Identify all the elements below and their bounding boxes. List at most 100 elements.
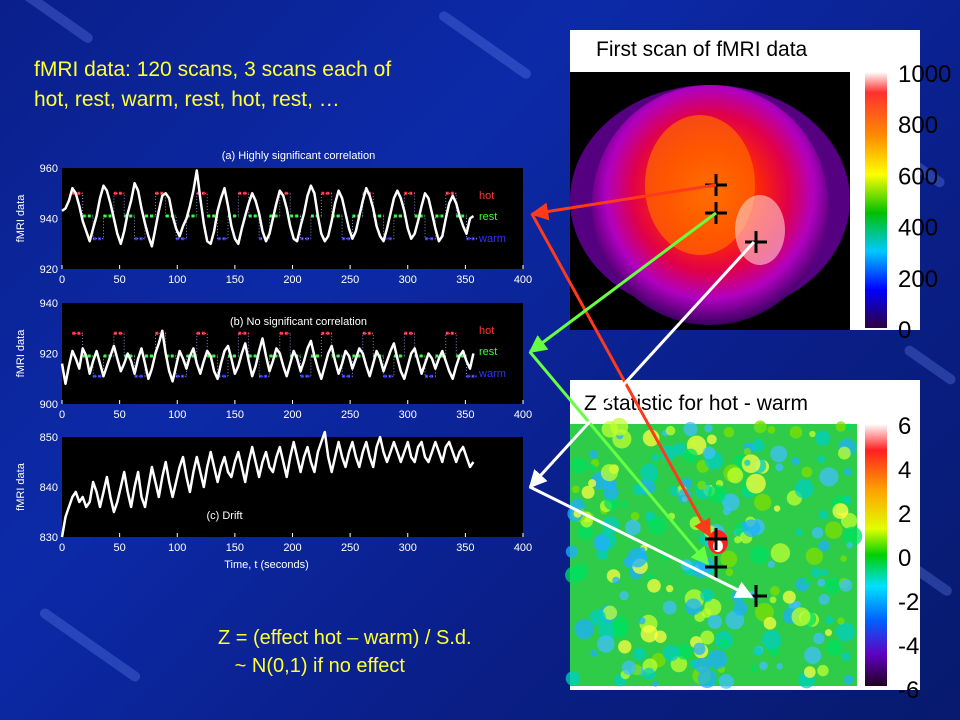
z-map-blob <box>741 454 761 474</box>
legend-warm: warm <box>478 233 506 245</box>
bottom-colorbar-labels: 6 4 2 0 -2 -4 -6 <box>898 413 919 704</box>
z-map-blob <box>577 524 594 541</box>
z-map-blob <box>770 445 788 463</box>
z-map-blob <box>793 600 801 609</box>
arrow-hot-top <box>530 183 717 221</box>
z-map-blob <box>589 449 598 459</box>
z-map-blob <box>683 448 698 463</box>
legend-hot: hot <box>479 325 494 337</box>
bottom-colorbar-label: -2 <box>898 589 919 616</box>
x-tick-label: 200 <box>283 542 301 554</box>
z-map-blob <box>840 555 847 562</box>
z-map-blob <box>625 519 641 536</box>
legend-rest: rest <box>479 346 497 358</box>
z-map-blob <box>684 598 702 616</box>
z-map-blob <box>776 663 783 670</box>
y-tick-label: 830 <box>40 532 58 544</box>
z-map-blob <box>666 585 674 593</box>
z-map-blob <box>697 480 707 490</box>
fmri-signal-line <box>60 430 475 538</box>
z-map-blob <box>813 632 825 645</box>
z-map-blob <box>689 439 698 448</box>
plot-2: 0 50 100 150 200 250 300 350 400 900 920 940 fMRI da… <box>15 298 532 421</box>
z-map-blob <box>818 593 830 605</box>
z-map-blob <box>759 661 768 671</box>
z-map-blob <box>718 673 734 689</box>
bottom-colorbar-label: 0 <box>898 545 911 572</box>
z-map-blob <box>795 528 803 536</box>
z-map-blob <box>843 674 854 685</box>
design-connector <box>72 332 477 377</box>
z-map-blob <box>750 545 769 565</box>
time-series-plots: 0 50 100 150 200 250 300 350 400 920 940 960 fMRI da… <box>15 150 532 571</box>
z-statistic-title: Z statistic for hot - warm <box>584 392 808 415</box>
arrow-hot-bottom <box>530 213 712 538</box>
z-map-blob <box>700 630 715 645</box>
y-tick-label: 940 <box>40 214 58 226</box>
top-colorbar-label: 200 <box>898 266 938 293</box>
x-tick-label: 50 <box>114 409 126 421</box>
marker-a-bottom <box>705 528 727 550</box>
top-colorbar-label: 400 <box>898 215 938 242</box>
arrow-rest-bottom <box>528 351 710 566</box>
z-map-blob <box>719 638 729 649</box>
z-map-blob <box>769 596 777 604</box>
z-map-blob <box>589 609 606 626</box>
z-map-blob <box>727 467 744 484</box>
z-map-blob <box>733 601 748 616</box>
x-tick-label: 0 <box>59 542 65 554</box>
z-map-blob <box>662 644 680 662</box>
y-axis-label: fMRI data <box>15 329 27 378</box>
z-map-blob <box>791 457 800 466</box>
z-map-blob <box>794 479 814 499</box>
z-map-blob <box>789 426 803 439</box>
fmri-signal-line <box>60 329 475 386</box>
z-map-blob <box>734 536 742 544</box>
plot-area <box>62 437 523 537</box>
marker-c-top <box>745 231 767 253</box>
z-map-blob <box>590 649 598 657</box>
z-map-blob <box>693 642 706 655</box>
x-tick-label: 150 <box>226 274 244 286</box>
z-map-blob <box>694 657 710 674</box>
top-colorbar-labels: 1000 800 600 400 200 0 <box>898 61 951 344</box>
z-map-blob <box>839 578 853 592</box>
x-tick-label: 200 <box>283 274 301 286</box>
z-map-blob <box>627 547 648 568</box>
x-tick-label: 150 <box>226 409 244 421</box>
z-map-blob <box>638 616 646 625</box>
z-map-blob <box>601 421 619 438</box>
x-tick-label: 0 <box>59 409 65 421</box>
x-tick-label: 300 <box>399 409 417 421</box>
z-map-blob <box>767 425 776 434</box>
x-tick-label: 350 <box>456 542 474 554</box>
x-tick-label: 350 <box>456 274 474 286</box>
z-map-blob <box>647 579 661 593</box>
y-axis-label: fMRI data <box>15 462 27 511</box>
x-axis-label: Time, t (seconds) <box>224 559 309 571</box>
bottom-colorbar-label: -6 <box>898 677 919 704</box>
z-map-blob <box>753 646 763 657</box>
z-map-blob <box>803 666 816 678</box>
z-map-blob <box>672 442 687 456</box>
z-map-blob <box>811 527 824 539</box>
z-map-blob <box>841 651 851 662</box>
x-tick-label: 300 <box>399 542 417 554</box>
z-map-blob <box>598 621 617 640</box>
z-map-blob <box>805 547 823 565</box>
bottom-colorbar <box>865 424 887 686</box>
z-map-blob <box>770 586 780 596</box>
z-map-blob <box>640 463 659 482</box>
z-map-blob <box>618 640 632 654</box>
z-map-blob <box>817 664 829 677</box>
z-map-blob <box>640 625 658 643</box>
z-map-blob <box>744 459 751 466</box>
z-map-blob <box>845 423 853 431</box>
z-map-blob <box>574 619 595 640</box>
z-map-blob <box>621 501 628 508</box>
plot-3: 0 50 100 150 200 250 300 350 400 830 840 850 fMRI da… <box>15 430 532 571</box>
arrow-drift-bottom <box>529 485 754 599</box>
z-map-blob <box>754 493 772 511</box>
z-map-blob <box>702 446 716 460</box>
z-map-blob <box>843 495 851 504</box>
